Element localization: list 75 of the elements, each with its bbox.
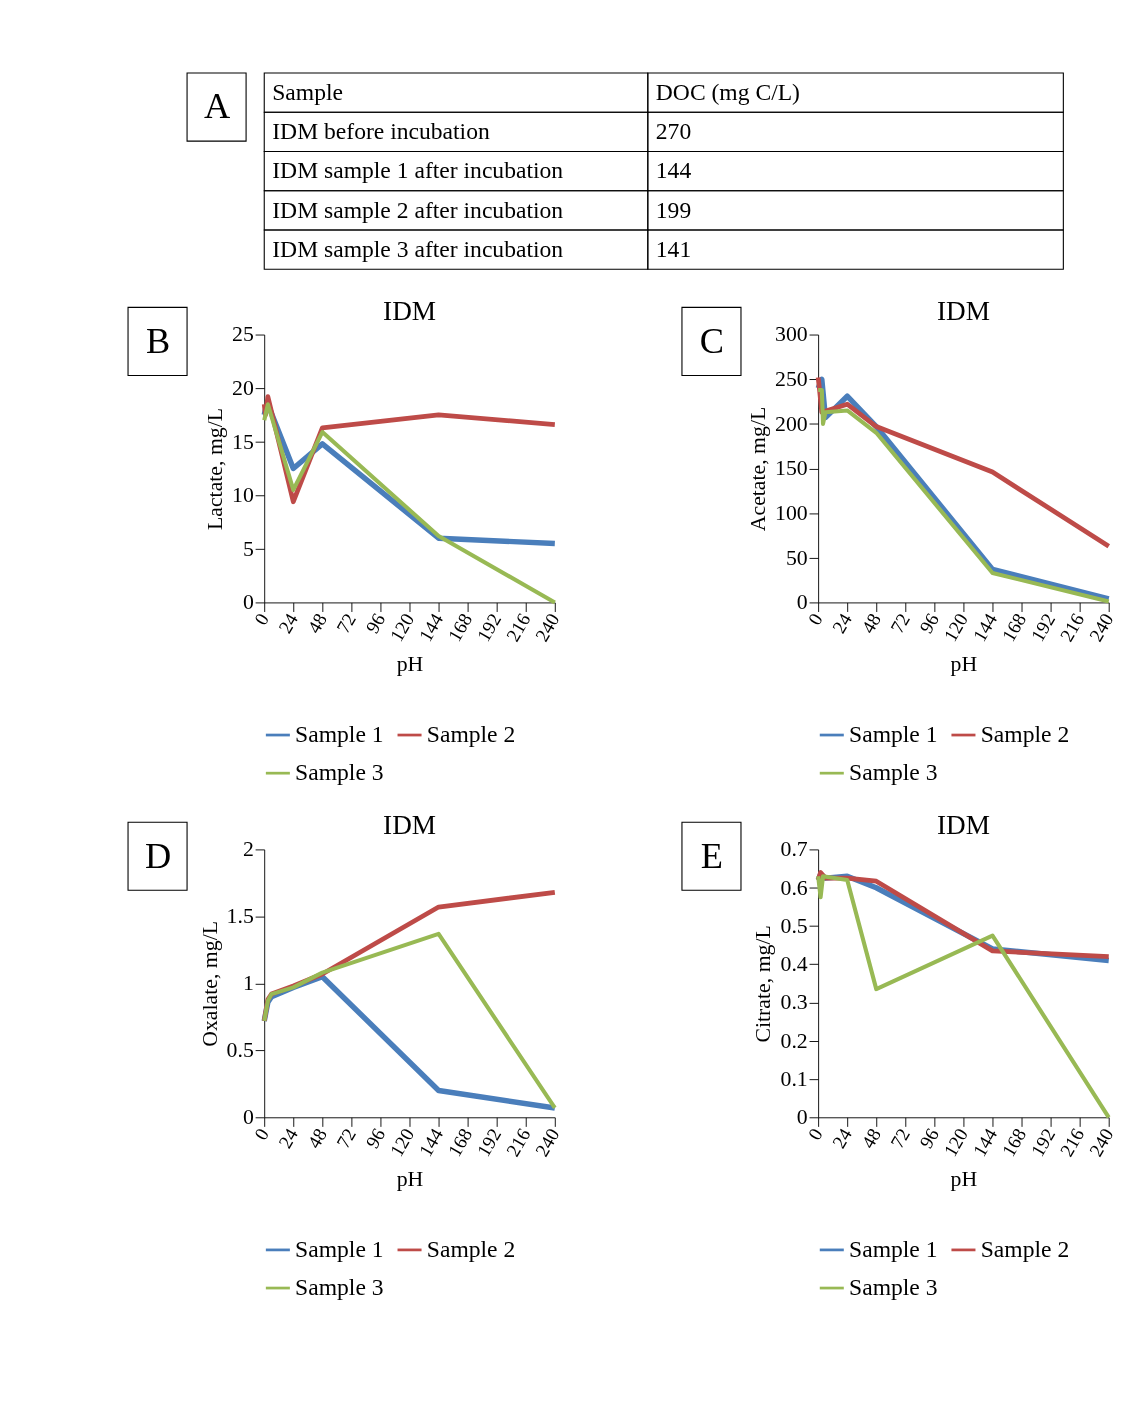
- x-tick-label: 24: [274, 609, 303, 637]
- x-axis-title: pH: [396, 652, 424, 677]
- text: B: [145, 320, 171, 361]
- y-tick-label: 25: [232, 322, 254, 347]
- x-tick-label: 24: [274, 1124, 303, 1152]
- y-tick-label: 0.1: [780, 1066, 808, 1091]
- line-series: [262, 931, 557, 1110]
- text: 141: [655, 235, 692, 262]
- legend-label: Sample 2: [980, 721, 1070, 748]
- y-tick-label: 5: [242, 536, 254, 561]
- y-tick-label: 1.5: [226, 904, 254, 929]
- x-tick-label: 72: [886, 1124, 914, 1152]
- y-tick-label: 0.5: [780, 913, 808, 938]
- y-tick-label: 200: [775, 411, 808, 436]
- legend-label: Sample 3: [295, 1274, 384, 1301]
- x-tick-label: 48: [857, 1124, 885, 1152]
- y-tick-label: 0.5: [226, 1038, 254, 1063]
- legend-label: Sample 3: [849, 759, 938, 786]
- text: Sample: [272, 78, 344, 105]
- line-series: [815, 375, 1112, 549]
- legend-label: Sample 2: [980, 1236, 1070, 1263]
- x-tick-label: 72: [332, 609, 361, 637]
- text: DOC (mg C/L): [655, 78, 800, 105]
- x-tick-label: 48: [857, 609, 885, 637]
- text: 144: [655, 157, 692, 184]
- x-tick-label: 72: [332, 1124, 361, 1152]
- text: C: [699, 320, 725, 361]
- x-tick-label: 24: [828, 609, 857, 637]
- y-tick-label: 15: [232, 429, 254, 454]
- text: E: [700, 835, 724, 876]
- legend-label: Sample 3: [849, 1274, 938, 1301]
- chart-title: IDM: [383, 810, 437, 841]
- y-tick-label: 300: [775, 322, 808, 347]
- legend-label: Sample 1: [849, 1236, 938, 1263]
- x-tick-label: 48: [303, 1124, 331, 1152]
- y-axis-title: Citrate, mg/L: [751, 925, 776, 1043]
- y-tick-label: 0.3: [780, 990, 808, 1015]
- x-tick-label: 24: [828, 1124, 857, 1152]
- y-tick-label: 20: [232, 375, 254, 400]
- y-tick-label: 0.6: [780, 875, 808, 900]
- legend-label: Sample 2: [426, 1236, 516, 1263]
- y-tick-label: 0.7: [780, 837, 808, 862]
- y-tick-label: 2: [242, 837, 254, 862]
- x-axis-title: pH: [396, 1167, 424, 1192]
- text: 270: [655, 118, 692, 145]
- chart-title: IDM: [383, 295, 437, 326]
- y-axis-title: Acetate, mg/L: [746, 406, 771, 532]
- x-tick-label: 48: [303, 609, 331, 637]
- y-tick-label: 250: [775, 367, 808, 392]
- text: 199: [655, 196, 692, 223]
- chart-title: IDM: [936, 810, 990, 841]
- text: IDM sample 3 after incubation: [272, 235, 564, 262]
- y-axis-title: Lactate, mg/L: [203, 407, 228, 531]
- text: D: [144, 835, 172, 876]
- y-tick-label: 1: [242, 971, 254, 996]
- y-tick-label: 10: [232, 483, 254, 508]
- legend-label: Sample 3: [295, 759, 384, 786]
- y-tick-label: 0.2: [780, 1028, 808, 1053]
- legend-label: Sample 2: [426, 721, 516, 748]
- legend-label: Sample 1: [295, 721, 384, 748]
- x-axis-title: pH: [950, 652, 978, 677]
- legend-label: Sample 1: [849, 721, 938, 748]
- legend-label: Sample 1: [295, 1236, 384, 1263]
- y-tick-label: 150: [775, 456, 808, 481]
- x-tick-label: 72: [886, 609, 914, 637]
- chart-title: IDM: [936, 295, 990, 326]
- y-tick-label: 50: [785, 545, 808, 570]
- text: A: [203, 86, 231, 127]
- y-tick-label: 100: [775, 500, 808, 525]
- y-axis-title: Oxalate, mg/L: [197, 920, 222, 1047]
- text: IDM sample 2 after incubation: [272, 196, 564, 223]
- x-axis-title: pH: [950, 1167, 978, 1192]
- text: IDM before incubation: [272, 118, 490, 145]
- y-tick-label: 0.4: [780, 952, 808, 977]
- text: IDM sample 1 after incubation: [272, 157, 564, 184]
